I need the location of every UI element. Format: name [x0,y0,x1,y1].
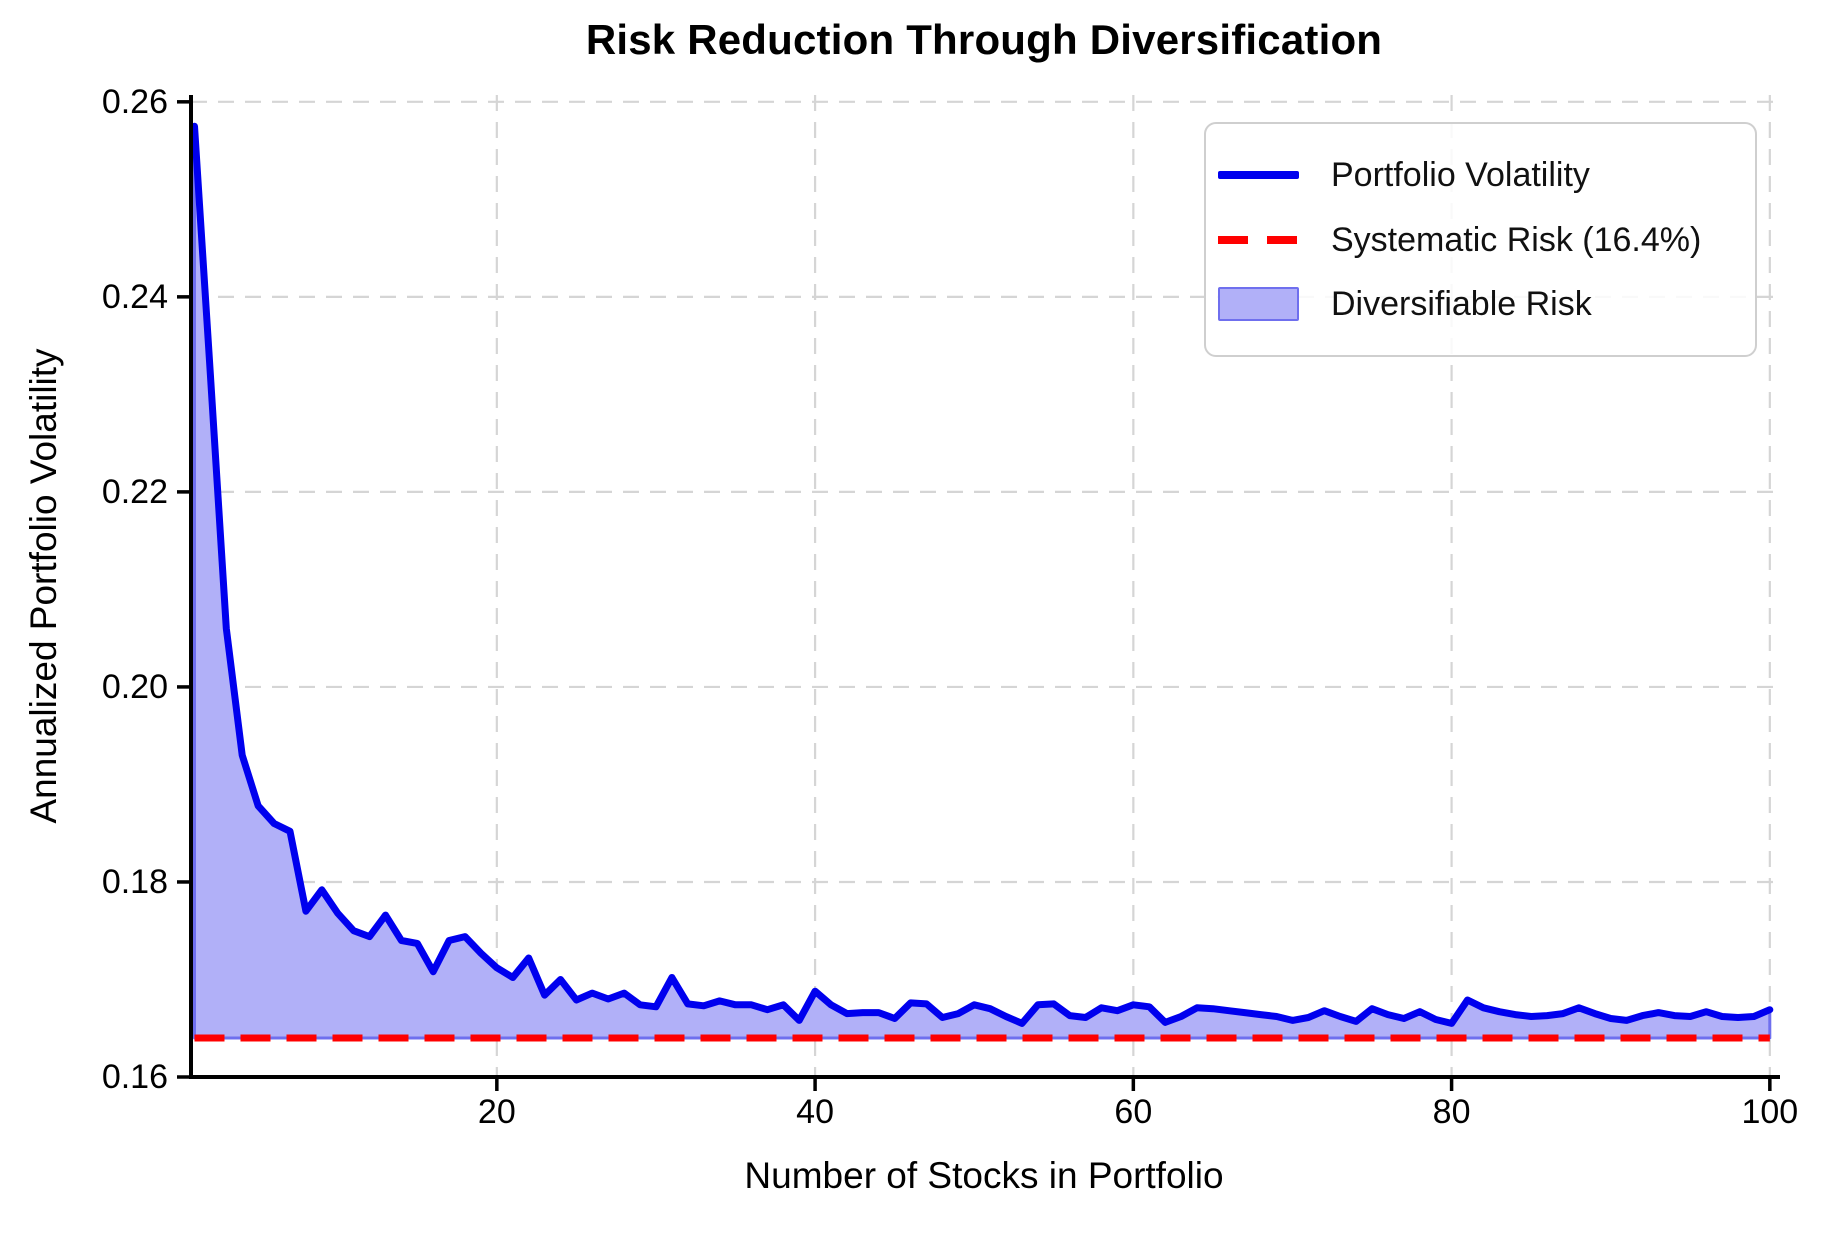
y-tick-label: 0.22 [101,472,168,511]
y-tick-label: 0.16 [101,1058,168,1096]
y-tick-label: 0.18 [101,862,168,901]
x-tick-label: 100 [1741,1093,1799,1131]
y-tick-label: 0.24 [101,277,168,316]
legend-area-patch-swatch [1218,287,1299,322]
legend-label: Diversifiable Risk [1331,285,1592,324]
legend-label: Systematic Risk (16.4%) [1331,220,1702,259]
y-axis-label: Annualized Portfolio Volatility [23,348,64,824]
legend-solid-line-swatch [1218,170,1299,179]
legend-item-portfolio-volatility: Portfolio Volatility [1218,155,1745,195]
x-tick-label: 20 [477,1093,516,1131]
legend-item-systematic-risk: Systematic Risk (16.4%) [1218,220,1745,260]
legend: Portfolio Volatility Systematic Risk (16… [1204,122,1757,357]
chart-title: Risk Reduction Through Diversification [585,16,1383,63]
legend-label: Portfolio Volatility [1331,155,1590,194]
x-axis-label: Number of Stocks in Portfolio [744,1155,1224,1196]
legend-dashed-line-swatch [1218,235,1299,244]
legend-item-diversifiable-risk: Diversifiable Risk [1218,284,1745,324]
x-tick-label: 80 [1432,1093,1471,1131]
x-tick-label: 60 [1114,1093,1153,1131]
y-tick-label: 0.20 [101,667,168,706]
x-tick-label: 40 [796,1093,834,1131]
y-tick-label: 0.26 [101,82,168,121]
